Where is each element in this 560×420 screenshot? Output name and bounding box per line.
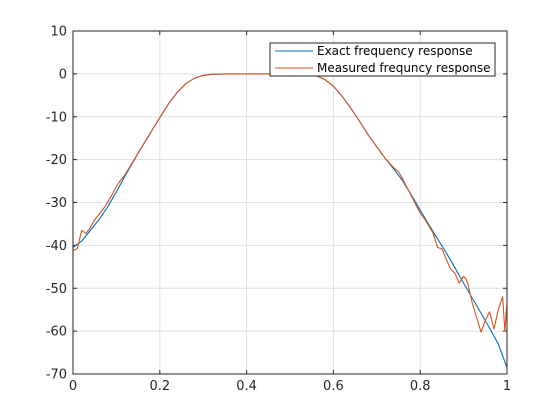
x-tick-label: 0.6 (323, 379, 344, 394)
plot-frame (72, 30, 508, 375)
measured-response-line (72, 73, 508, 333)
y-tick-label: -60 (46, 325, 67, 340)
x-tick-label: 0.8 (410, 379, 431, 394)
y-tick-label: 0 (59, 67, 67, 82)
x-tick-label: 1 (503, 379, 511, 394)
y-tick-label: -10 (46, 110, 67, 125)
tick-labels: 0 0.2 0.4 0.6 0.8 1 10 0 -10 -20 -30 -40 -50 -60 -70 (46, 25, 511, 395)
series-lines (72, 73, 508, 368)
y-tick-label: -40 (46, 239, 67, 254)
y-tick-label: -50 (46, 282, 67, 297)
y-tick-label: -20 (46, 153, 67, 168)
legend: Exact frequency response Measured frequn… (269, 42, 496, 77)
y-tick-label: -30 (46, 196, 67, 211)
y-tick-label: 10 (50, 25, 67, 40)
legend-label-exact: Exact frequency response (317, 44, 473, 58)
x-tick-label: 0.2 (149, 379, 170, 394)
x-tick-label: 0.4 (236, 379, 257, 394)
legend-box (269, 42, 496, 77)
x-tick-label: 0 (69, 379, 77, 394)
legend-label-measured: Measured frequncy response (317, 61, 491, 75)
y-tick-label: -70 (46, 368, 67, 383)
